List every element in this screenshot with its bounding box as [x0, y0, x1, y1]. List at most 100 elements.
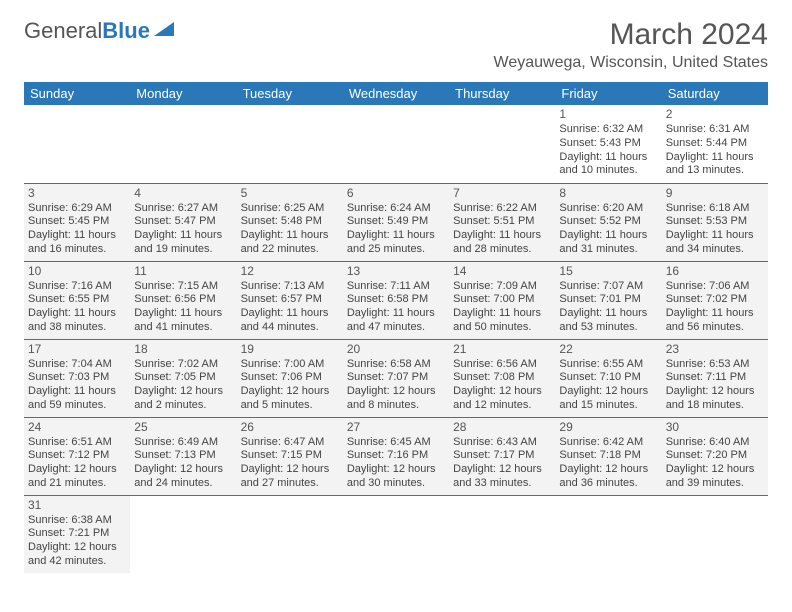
day-cell	[555, 495, 661, 573]
day-cell: 6Sunrise: 6:24 AMSunset: 5:49 PMDaylight…	[343, 183, 449, 261]
day-number: 24	[28, 420, 126, 435]
col-tuesday: Tuesday	[237, 82, 343, 105]
sunset-text: Sunset: 7:07 PM	[347, 371, 445, 385]
day-cell: 29Sunrise: 6:42 AMSunset: 7:18 PMDayligh…	[555, 417, 661, 495]
sunset-text: Sunset: 7:12 PM	[28, 449, 126, 463]
day-cell: 17Sunrise: 7:04 AMSunset: 7:03 PMDayligh…	[24, 339, 130, 417]
sunrise-text: Sunrise: 6:40 AM	[666, 436, 764, 450]
day-cell: 8Sunrise: 6:20 AMSunset: 5:52 PMDaylight…	[555, 183, 661, 261]
day-number: 26	[241, 420, 339, 435]
title-block: March 2024 Weyauwega, Wisconsin, United …	[494, 18, 769, 72]
sunrise-text: Sunrise: 6:29 AM	[28, 202, 126, 216]
daylight-text: Daylight: 12 hours and 24 minutes.	[134, 463, 232, 491]
daylight-text: Daylight: 11 hours and 56 minutes.	[666, 307, 764, 335]
sunrise-text: Sunrise: 7:04 AM	[28, 358, 126, 372]
day-number: 10	[28, 264, 126, 279]
day-cell: 5Sunrise: 6:25 AMSunset: 5:48 PMDaylight…	[237, 183, 343, 261]
daylight-text: Daylight: 12 hours and 2 minutes.	[134, 385, 232, 413]
sunrise-text: Sunrise: 7:00 AM	[241, 358, 339, 372]
sunset-text: Sunset: 5:47 PM	[134, 215, 232, 229]
sunrise-text: Sunrise: 7:09 AM	[453, 280, 551, 294]
daylight-text: Daylight: 12 hours and 36 minutes.	[559, 463, 657, 491]
day-cell: 4Sunrise: 6:27 AMSunset: 5:47 PMDaylight…	[130, 183, 236, 261]
daylight-text: Daylight: 12 hours and 5 minutes.	[241, 385, 339, 413]
sunrise-text: Sunrise: 7:02 AM	[134, 358, 232, 372]
day-cell: 26Sunrise: 6:47 AMSunset: 7:15 PMDayligh…	[237, 417, 343, 495]
sunset-text: Sunset: 5:51 PM	[453, 215, 551, 229]
sunset-text: Sunset: 6:56 PM	[134, 293, 232, 307]
day-cell: 3Sunrise: 6:29 AMSunset: 5:45 PMDaylight…	[24, 183, 130, 261]
sunset-text: Sunset: 7:18 PM	[559, 449, 657, 463]
daylight-text: Daylight: 11 hours and 53 minutes.	[559, 307, 657, 335]
day-cell: 21Sunrise: 6:56 AMSunset: 7:08 PMDayligh…	[449, 339, 555, 417]
daylight-text: Daylight: 11 hours and 28 minutes.	[453, 229, 551, 257]
daylight-text: Daylight: 12 hours and 8 minutes.	[347, 385, 445, 413]
sunrise-text: Sunrise: 6:51 AM	[28, 436, 126, 450]
sunrise-text: Sunrise: 6:43 AM	[453, 436, 551, 450]
day-cell: 10Sunrise: 7:16 AMSunset: 6:55 PMDayligh…	[24, 261, 130, 339]
logo-sail-icon	[154, 18, 176, 44]
sunrise-text: Sunrise: 6:31 AM	[666, 123, 764, 137]
day-cell: 1Sunrise: 6:32 AMSunset: 5:43 PMDaylight…	[555, 105, 661, 183]
day-cell: 22Sunrise: 6:55 AMSunset: 7:10 PMDayligh…	[555, 339, 661, 417]
day-cell: 14Sunrise: 7:09 AMSunset: 7:00 PMDayligh…	[449, 261, 555, 339]
daylight-text: Daylight: 11 hours and 38 minutes.	[28, 307, 126, 335]
sunrise-text: Sunrise: 6:18 AM	[666, 202, 764, 216]
day-number: 4	[134, 186, 232, 201]
sunset-text: Sunset: 7:11 PM	[666, 371, 764, 385]
day-cell: 18Sunrise: 7:02 AMSunset: 7:05 PMDayligh…	[130, 339, 236, 417]
day-cell	[343, 105, 449, 183]
day-number: 12	[241, 264, 339, 279]
week-row: 31Sunrise: 6:38 AMSunset: 7:21 PMDayligh…	[24, 495, 768, 573]
sunset-text: Sunset: 7:10 PM	[559, 371, 657, 385]
week-row: 24Sunrise: 6:51 AMSunset: 7:12 PMDayligh…	[24, 417, 768, 495]
daylight-text: Daylight: 12 hours and 18 minutes.	[666, 385, 764, 413]
day-cell	[24, 105, 130, 183]
day-cell: 28Sunrise: 6:43 AMSunset: 7:17 PMDayligh…	[449, 417, 555, 495]
daylight-text: Daylight: 11 hours and 13 minutes.	[666, 151, 764, 179]
day-number: 18	[134, 342, 232, 357]
sunrise-text: Sunrise: 6:25 AM	[241, 202, 339, 216]
sunset-text: Sunset: 7:16 PM	[347, 449, 445, 463]
day-cell	[343, 495, 449, 573]
sunset-text: Sunset: 5:44 PM	[666, 137, 764, 151]
day-number: 25	[134, 420, 232, 435]
day-cell	[130, 105, 236, 183]
sunrise-text: Sunrise: 6:42 AM	[559, 436, 657, 450]
day-cell: 2Sunrise: 6:31 AMSunset: 5:44 PMDaylight…	[662, 105, 768, 183]
location: Weyauwega, Wisconsin, United States	[494, 54, 769, 72]
sunset-text: Sunset: 7:20 PM	[666, 449, 764, 463]
day-number: 23	[666, 342, 764, 357]
week-row: 3Sunrise: 6:29 AMSunset: 5:45 PMDaylight…	[24, 183, 768, 261]
day-number: 1	[559, 107, 657, 122]
sunset-text: Sunset: 7:13 PM	[134, 449, 232, 463]
col-wednesday: Wednesday	[343, 82, 449, 105]
daylight-text: Daylight: 11 hours and 47 minutes.	[347, 307, 445, 335]
day-cell	[130, 495, 236, 573]
day-number: 30	[666, 420, 764, 435]
sunset-text: Sunset: 7:05 PM	[134, 371, 232, 385]
day-number: 19	[241, 342, 339, 357]
day-cell: 13Sunrise: 7:11 AMSunset: 6:58 PMDayligh…	[343, 261, 449, 339]
sunset-text: Sunset: 6:55 PM	[28, 293, 126, 307]
sunrise-text: Sunrise: 7:13 AM	[241, 280, 339, 294]
logo-text-blue: Blue	[102, 18, 150, 44]
sunrise-text: Sunrise: 7:16 AM	[28, 280, 126, 294]
day-cell	[237, 495, 343, 573]
day-number: 11	[134, 264, 232, 279]
day-number: 14	[453, 264, 551, 279]
sunset-text: Sunset: 7:01 PM	[559, 293, 657, 307]
daylight-text: Daylight: 11 hours and 10 minutes.	[559, 151, 657, 179]
daylight-text: Daylight: 12 hours and 21 minutes.	[28, 463, 126, 491]
daylight-text: Daylight: 11 hours and 22 minutes.	[241, 229, 339, 257]
daylight-text: Daylight: 11 hours and 16 minutes.	[28, 229, 126, 257]
sunrise-text: Sunrise: 7:07 AM	[559, 280, 657, 294]
day-number: 2	[666, 107, 764, 122]
day-cell: 11Sunrise: 7:15 AMSunset: 6:56 PMDayligh…	[130, 261, 236, 339]
daylight-text: Daylight: 12 hours and 42 minutes.	[28, 541, 126, 569]
daylight-text: Daylight: 11 hours and 25 minutes.	[347, 229, 445, 257]
day-cell: 31Sunrise: 6:38 AMSunset: 7:21 PMDayligh…	[24, 495, 130, 573]
sunrise-text: Sunrise: 6:45 AM	[347, 436, 445, 450]
header: GeneralBlue March 2024 Weyauwega, Wiscon…	[24, 18, 768, 72]
day-cell: 30Sunrise: 6:40 AMSunset: 7:20 PMDayligh…	[662, 417, 768, 495]
